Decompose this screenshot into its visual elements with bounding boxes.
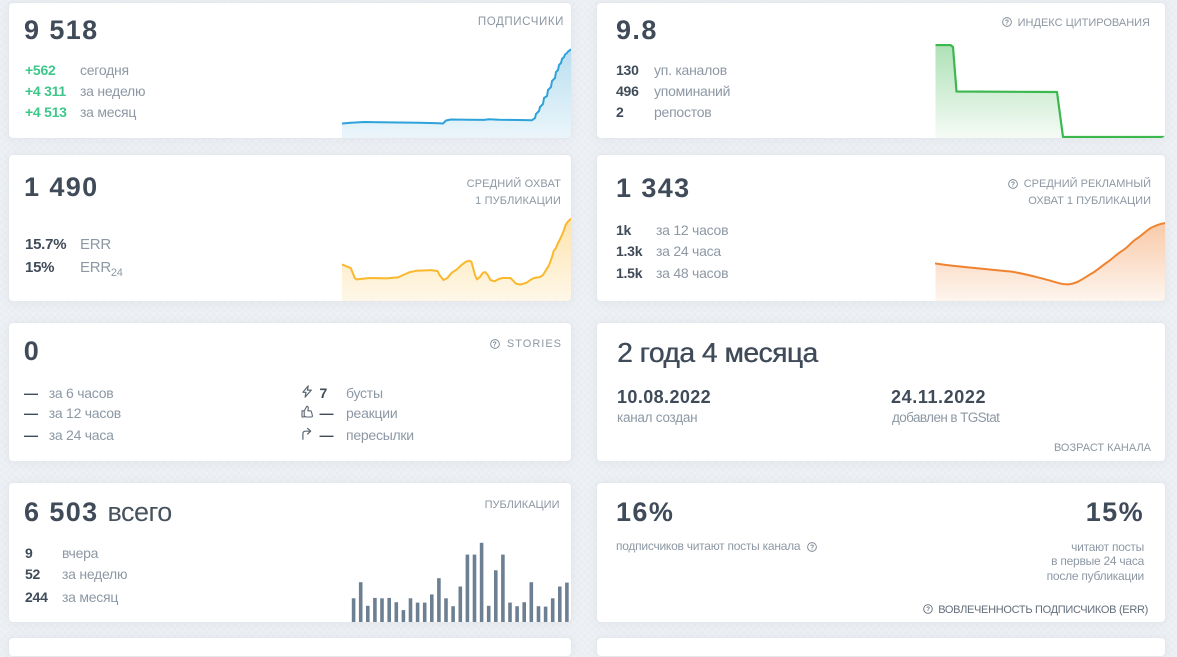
svg-text:?: ? bbox=[493, 341, 498, 348]
svg-text:?: ? bbox=[926, 606, 930, 613]
svg-text:?: ? bbox=[1011, 181, 1015, 188]
svg-text:?: ? bbox=[1005, 19, 1009, 26]
svg-text:?: ? bbox=[810, 544, 814, 551]
